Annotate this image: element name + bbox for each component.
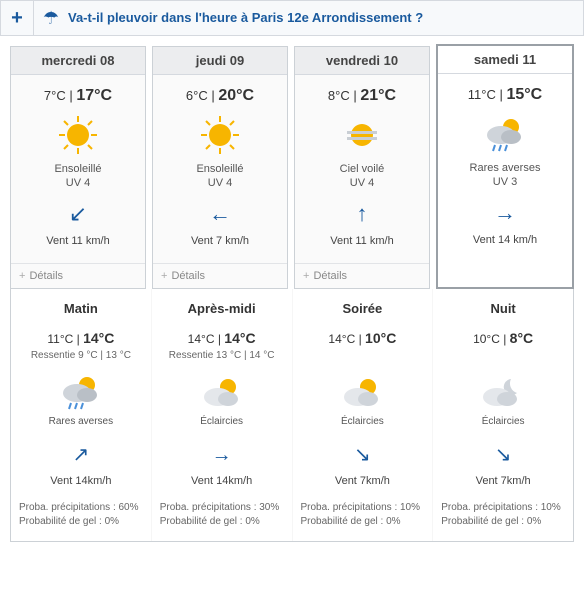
probability-label: Proba. précipitations : 10%Probabilité d… [439,501,567,529]
weather-icon [439,372,567,412]
weather-icon [158,372,286,412]
wind-label: Vent 7km/h [439,467,567,501]
wind-arrow-icon: ↙ [11,201,145,227]
period-column: Après-midi14°C | 14°CRessentie 13 °C | 1… [152,289,293,541]
period-name: Soirée [299,297,427,330]
wind-arrow-icon: ↑ [295,201,429,227]
wind-arrow-icon: ↘ [439,443,567,467]
day-temps: 8°C | 21°C [295,75,429,111]
period-name: Matin [17,297,145,330]
day-tab[interactable]: jeudi 096°C | 20°C EnsoleilléUV 4←Vent 7 … [152,46,288,289]
umbrella-icon: ☂ [34,1,68,35]
wind-label: Vent 14 km/h [438,226,572,262]
period-column: Nuit10°C | 8°C Éclaircies↘Vent 7km/hProba… [433,289,573,541]
add-button[interactable]: + [1,1,34,35]
wind-label: Vent 14km/h [158,467,286,501]
day-name: samedi 11 [438,46,572,74]
weather-icon [11,111,145,159]
wind-label: Vent 11 km/h [295,227,429,263]
period-temps: 10°C | 8°C [439,330,567,350]
uv-label: UV 3 [438,174,572,200]
probability-label: Proba. précipitations : 30%Probabilité d… [158,501,286,529]
wind-arrow-icon: ↘ [299,443,427,467]
condition-label: Éclaircies [439,412,567,443]
period-temps: 14°C | 10°C [299,330,427,350]
feels-like-label: Ressentie 9 °C | 13 °C [17,350,145,372]
day-tab[interactable]: mercredi 087°C | 17°C EnsoleilléUV 4↙Vent… [10,46,146,289]
topbar: + ☂ Va-t-il pleuvoir dans l'heure à Pari… [0,0,584,36]
day-temps: 11°C | 15°C [438,74,572,110]
day-name: vendredi 10 [295,47,429,75]
condition-label: Ensoleillé [11,159,145,175]
wind-arrow-icon: ← [153,201,287,227]
weather-icon [295,111,429,159]
wind-arrow-icon: → [158,443,286,467]
day-tab[interactable]: samedi 1111°C | 15°C Rares aversesUV 3→Ve… [436,44,574,289]
condition-label: Rares averses [17,412,145,443]
condition-label: Éclaircies [299,412,427,443]
rain-question-link[interactable]: Va-t-il pleuvoir dans l'heure à Paris 12… [68,1,583,35]
day-periods: Matin11°C | 14°CRessentie 9 °C | 13 °C Ra… [10,289,574,542]
wind-label: Vent 7 km/h [153,227,287,263]
wind-label: Vent 11 km/h [11,227,145,263]
feels-like-label [439,350,567,372]
probability-label: Proba. précipitations : 60%Probabilité d… [17,501,145,529]
probability-label: Proba. précipitations : 10%Probabilité d… [299,501,427,529]
period-column: Matin11°C | 14°CRessentie 9 °C | 13 °C Ra… [11,289,152,541]
wind-arrow-icon: ↗ [17,443,145,467]
weather-icon [17,372,145,412]
day-temps: 6°C | 20°C [153,75,287,111]
feels-like-label [299,350,427,372]
details-button[interactable]: +Détails [295,263,429,288]
day-tab[interactable]: vendredi 108°C | 21°C Ciel voiléUV 4↑Vent… [294,46,430,289]
feels-like-label: Ressentie 13 °C | 14 °C [158,350,286,372]
uv-label: UV 4 [11,175,145,201]
wind-label: Vent 14km/h [17,467,145,501]
condition-label: Ciel voilé [295,159,429,175]
day-name: jeudi 09 [153,47,287,75]
period-name: Après-midi [158,297,286,330]
weather-icon [299,372,427,412]
uv-label: UV 4 [153,175,287,201]
uv-label: UV 4 [295,175,429,201]
period-column: Soirée14°C | 10°C Éclaircies↘Vent 7km/hPr… [293,289,434,541]
wind-label: Vent 7km/h [299,467,427,501]
condition-label: Éclaircies [158,412,286,443]
day-temps: 7°C | 17°C [11,75,145,111]
condition-label: Rares averses [438,158,572,174]
period-name: Nuit [439,297,567,330]
day-name: mercredi 08 [11,47,145,75]
weather-icon [438,110,572,158]
day-tabs: mercredi 087°C | 17°CEnsoleilléUV 4↙Vent… [0,36,584,289]
details-button[interactable]: +Détails [11,263,145,288]
weather-icon [153,111,287,159]
wind-arrow-icon: → [438,200,572,226]
period-temps: 14°C | 14°C [158,330,286,350]
details-button[interactable]: +Détails [153,263,287,288]
condition-label: Ensoleillé [153,159,287,175]
period-temps: 11°C | 14°C [17,330,145,350]
